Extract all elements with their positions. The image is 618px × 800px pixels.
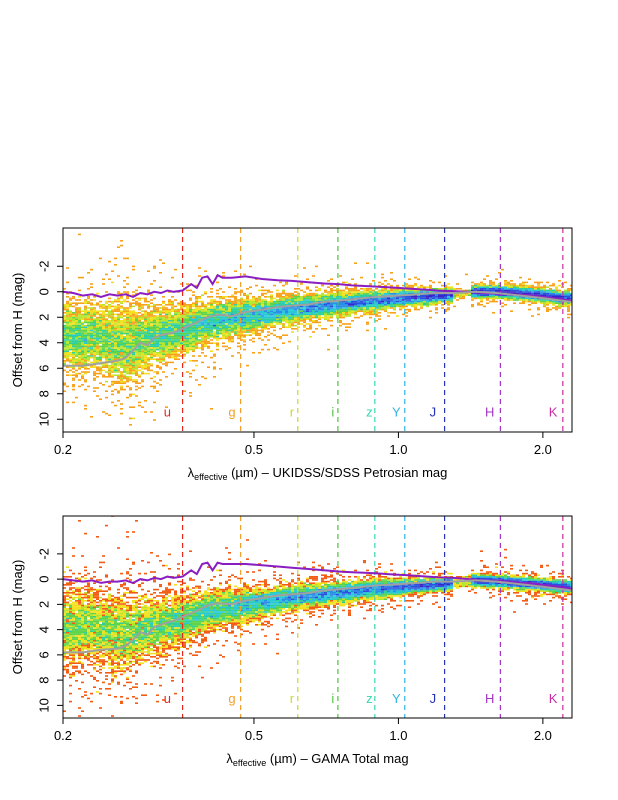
band-label-i: i <box>331 691 334 706</box>
y-tick-label: 0 <box>36 288 51 295</box>
y-tick-label: 6 <box>36 651 51 658</box>
grey-series-line <box>63 290 572 367</box>
plot-frame <box>62 515 573 719</box>
band-label-i: i <box>331 405 334 420</box>
y-tick-label: 6 <box>36 365 51 372</box>
y-tick-label: 0 <box>36 576 51 583</box>
x-tick-label: 0.2 <box>54 728 72 743</box>
y-tick-label: -2 <box>36 260 51 272</box>
density-cloud <box>63 516 572 717</box>
x-tick-label: 2.0 <box>534 728 552 743</box>
x-tick-label: 0.2 <box>54 442 72 457</box>
band-label-g: g <box>228 691 235 706</box>
band-label-K: K <box>549 691 558 706</box>
y-tick-label: -2 <box>36 548 51 560</box>
top-panel: u g r i z Y J H K 0.2 0.5 1.0 2.0 -2 0 2 4 6 8 10 λeffective… <box>10 227 573 482</box>
x-tick-label: 0.5 <box>245 728 263 743</box>
band-label-u: u <box>164 691 171 706</box>
band-label-r: r <box>290 405 295 420</box>
x-axis-label: λeffective (µm) – UKIDSS/SDSS Petrosian … <box>188 465 448 482</box>
y-tick-label: 10 <box>36 698 51 712</box>
y-tick-label: 8 <box>36 390 51 397</box>
y-axis-label: Offset from H (mag) <box>10 273 25 388</box>
band-label-u: u <box>164 405 171 420</box>
grey-series-line <box>63 579 572 654</box>
band-label-Y: Y <box>392 405 401 420</box>
bottom-panel: u g r i z Y J H K 0.2 0.5 1.0 2.0 -2 0 2 4 6 8 10 λeffective… <box>10 515 573 768</box>
y-tick-label: 4 <box>36 339 51 346</box>
x-tick-label: 1.0 <box>389 442 407 457</box>
y-tick-label: 8 <box>36 677 51 684</box>
band-label-z: z <box>366 405 373 420</box>
x-axis-label: λeffective (µm) – GAMA Total mag <box>226 751 408 768</box>
y-tick-label: 2 <box>36 601 51 608</box>
band-label-J: J <box>430 691 437 706</box>
band-label-z: z <box>366 691 373 706</box>
plot-frame <box>62 227 573 433</box>
band-label-g: g <box>228 405 235 420</box>
x-tick-label: 2.0 <box>534 442 552 457</box>
y-axis-label: Offset from H (mag) <box>10 560 25 675</box>
band-label-H: H <box>485 691 494 706</box>
x-tick-label: 1.0 <box>389 728 407 743</box>
band-label-Y: Y <box>392 691 401 706</box>
band-label-K: K <box>549 405 558 420</box>
y-tick-label: 2 <box>36 314 51 321</box>
density-cloud <box>63 233 572 426</box>
band-label-H: H <box>485 405 494 420</box>
band-label-r: r <box>290 691 295 706</box>
x-tick-label: 0.5 <box>245 442 263 457</box>
y-tick-label: 4 <box>36 626 51 633</box>
y-tick-label: 10 <box>36 412 51 426</box>
band-label-J: J <box>430 405 437 420</box>
